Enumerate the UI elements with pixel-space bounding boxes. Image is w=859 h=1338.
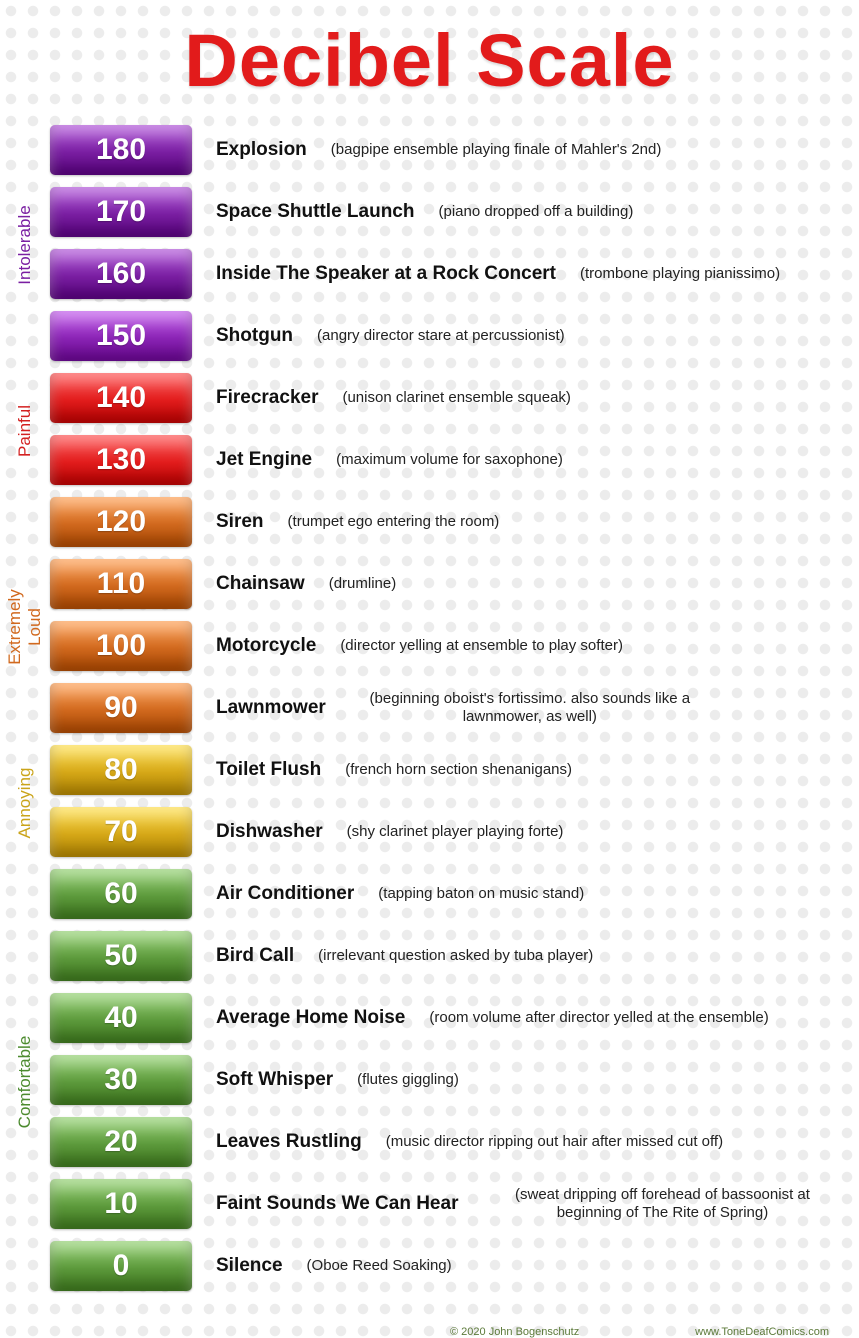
decibel-parenthetical: (flutes giggling) (357, 1071, 459, 1089)
decibel-value-box: 110 (50, 559, 192, 609)
decibel-label: Soft Whisper (216, 1069, 333, 1091)
decibel-row: 80 Toilet Flush (french horn section shena… (50, 741, 859, 799)
decibel-row: 20 Leaves Rustling (music director ripping… (50, 1113, 859, 1171)
decibel-parenthetical: (sweat dripping off forehead of bassooni… (482, 1186, 842, 1222)
decibel-value-box: 170 (50, 187, 192, 237)
decibel-label: Air Conditioner (216, 883, 354, 905)
decibel-value-box: 30 (50, 1055, 192, 1105)
decibel-value-box: 100 (50, 621, 192, 671)
decibel-row: 40 Average Home Noise (room volume after d… (50, 989, 859, 1047)
decibel-parenthetical: (french horn section shenanigans) (345, 761, 572, 779)
category-label: Intolerable (15, 190, 35, 300)
decibel-label: Bird Call (216, 945, 294, 967)
decibel-label: Chainsaw (216, 573, 305, 595)
decibel-parenthetical: (room volume after director yelled at th… (429, 1009, 768, 1027)
decibel-label: Lawnmower (216, 697, 326, 719)
footer-site: www.ToneDeafComics.com (695, 1326, 829, 1338)
decibel-parenthetical: (drumline) (329, 575, 397, 593)
decibel-value-box: 60 (50, 869, 192, 919)
decibel-value-box: 130 (50, 435, 192, 485)
decibel-label: Shotgun (216, 325, 293, 347)
category-label: Annoying (15, 748, 35, 858)
decibel-row: 10 Faint Sounds We Can Hear (sweat drippin… (50, 1175, 859, 1233)
decibel-row: 110 Chainsaw (drumline) (50, 555, 859, 613)
decibel-parenthetical: (trumpet ego entering the room) (288, 513, 500, 531)
footer-copyright: © 2020 John Bogenschutz (450, 1326, 579, 1338)
decibel-value-box: 80 (50, 745, 192, 795)
page-title: Decibel Scale (0, 18, 859, 103)
decibel-label: Average Home Noise (216, 1007, 405, 1029)
chart-content: Intolerable Painful Extremely Loud Annoying… (0, 121, 859, 1299)
category-label: Painful (15, 376, 35, 486)
category-rail: Intolerable Painful Extremely Loud Annoying… (0, 121, 50, 1299)
decibel-row: 50 Bird Call (irrelevant question asked by… (50, 927, 859, 985)
decibel-parenthetical: (irrelevant question asked by tuba playe… (318, 947, 593, 965)
decibel-row: 130 Jet Engine (maximum volume for saxopho… (50, 431, 859, 489)
category-label: Extremely Loud (5, 572, 45, 682)
decibel-value-box: 160 (50, 249, 192, 299)
decibel-label: Silence (216, 1255, 283, 1277)
decibel-parenthetical: (unison clarinet ensemble squeak) (342, 389, 570, 407)
decibel-label: Dishwasher (216, 821, 323, 843)
decibel-row: 140 Firecracker (unison clarinet ensemble … (50, 369, 859, 427)
decibel-row: 0 Silence (Oboe Reed Soaking) (50, 1237, 859, 1295)
decibel-parenthetical: (music director ripping out hair after m… (386, 1133, 723, 1151)
rows-container: 180 Explosion (bagpipe ensemble playing fi… (50, 121, 859, 1299)
decibel-value-box: 50 (50, 931, 192, 981)
decibel-value-box: 10 (50, 1179, 192, 1229)
decibel-parenthetical: (trombone playing pianissimo) (580, 265, 780, 283)
decibel-parenthetical: (bagpipe ensemble playing finale of Mahl… (331, 141, 662, 159)
decibel-label: Motorcycle (216, 635, 316, 657)
decibel-row: 90 Lawnmower (beginning oboist's fortissim… (50, 679, 859, 737)
decibel-label: Explosion (216, 139, 307, 161)
decibel-value-box: 180 (50, 125, 192, 175)
decibel-parenthetical: (director yelling at ensemble to play so… (340, 637, 623, 655)
decibel-label: Space Shuttle Launch (216, 201, 414, 223)
decibel-value-box: 90 (50, 683, 192, 733)
decibel-value-box: 150 (50, 311, 192, 361)
decibel-row: 120 Siren (trumpet ego entering the room) (50, 493, 859, 551)
decibel-parenthetical: (shy clarinet player playing forte) (347, 823, 564, 841)
decibel-row: 70 Dishwasher (shy clarinet player playing… (50, 803, 859, 861)
decibel-row: 150 Shotgun (angry director stare at percu… (50, 307, 859, 365)
decibel-value-box: 120 (50, 497, 192, 547)
decibel-parenthetical: (piano dropped off a building) (438, 203, 633, 221)
decibel-row: 180 Explosion (bagpipe ensemble playing fi… (50, 121, 859, 179)
decibel-value-box: 140 (50, 373, 192, 423)
decibel-row: 30 Soft Whisper (flutes giggling) (50, 1051, 859, 1109)
decibel-label: Toilet Flush (216, 759, 321, 781)
decibel-parenthetical: (beginning oboist's fortissimo. also sou… (350, 690, 710, 726)
category-label: Comfortable (15, 1027, 35, 1137)
decibel-parenthetical: (tapping baton on music stand) (378, 885, 584, 903)
decibel-parenthetical: (Oboe Reed Soaking) (307, 1257, 452, 1275)
decibel-row: 170 Space Shuttle Launch (piano dropped of… (50, 183, 859, 241)
decibel-label: Leaves Rustling (216, 1131, 362, 1153)
decibel-value-box: 0 (50, 1241, 192, 1291)
decibel-label: Firecracker (216, 387, 318, 409)
decibel-value-box: 20 (50, 1117, 192, 1167)
decibel-value-box: 70 (50, 807, 192, 857)
decibel-row: 100 Motorcycle (director yelling at ensemb… (50, 617, 859, 675)
decibel-label: Faint Sounds We Can Hear (216, 1193, 458, 1215)
decibel-parenthetical: (maximum volume for saxophone) (336, 451, 563, 469)
decibel-label: Jet Engine (216, 449, 312, 471)
decibel-parenthetical: (angry director stare at percussionist) (317, 327, 565, 345)
decibel-row: 160 Inside The Speaker at a Rock Concert (… (50, 245, 859, 303)
decibel-label: Siren (216, 511, 264, 533)
decibel-label: Inside The Speaker at a Rock Concert (216, 263, 556, 285)
decibel-row: 60 Air Conditioner (tapping baton on music… (50, 865, 859, 923)
decibel-value-box: 40 (50, 993, 192, 1043)
